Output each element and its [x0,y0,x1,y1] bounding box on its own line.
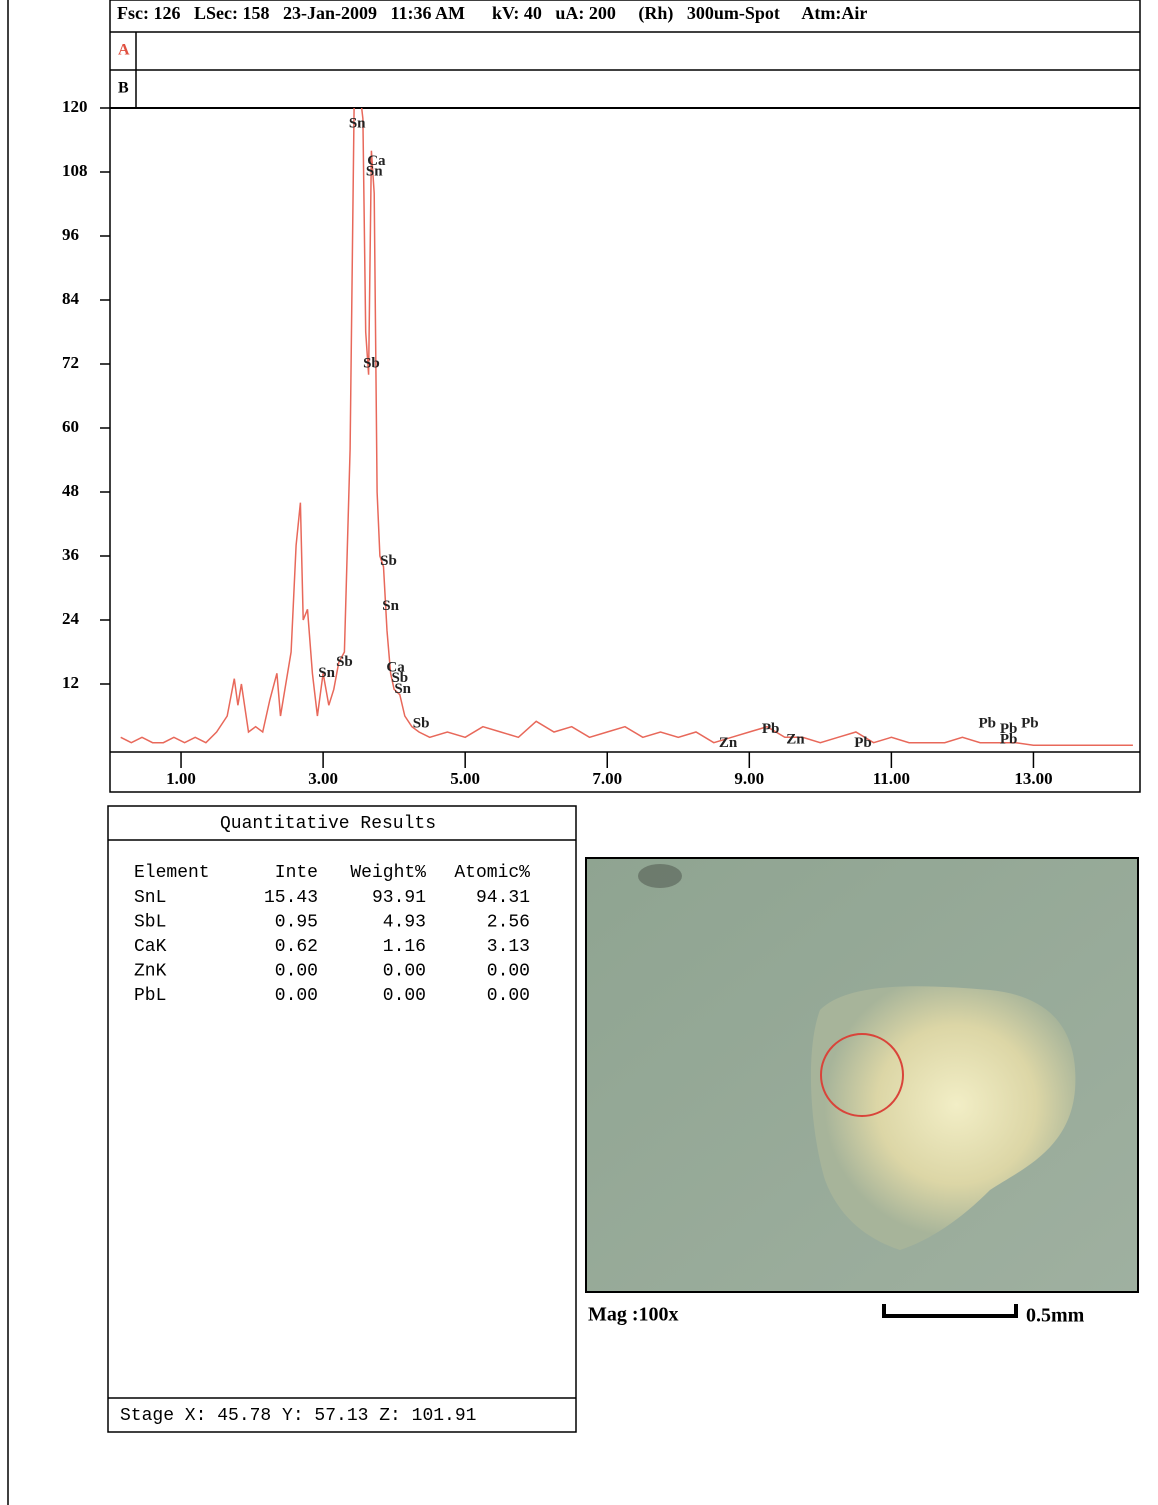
x-tick-label: 5.00 [450,769,480,788]
table-cell: 0.00 [383,961,426,981]
column-header: Weight% [350,863,426,883]
peak-label: Sn [382,598,399,614]
micrograph [586,858,1138,1292]
peak-label: Sn [366,163,383,179]
magnification: Mag :100x [588,1304,679,1326]
header-info: Fsc: 126 LSec: 158 23-Jan-2009 11:36 AM … [117,3,867,24]
x-tick-label: 11.00 [873,769,910,788]
y-tick-label: 24 [62,609,80,628]
table-cell: 3.13 [487,937,530,957]
table-cell: ZnK [134,961,167,981]
y-tick-label: 96 [62,225,79,244]
results-table: Element Inte Weight% Atomic% SnL 15.43 93.91 94… [134,863,530,1006]
x-tick-label: 1.00 [166,769,196,788]
report: Fsc: 126 LSec: 158 23-Jan-2009 11:36 AM … [0,0,1158,1505]
x-tick-label: 13.00 [1014,769,1052,788]
column-header: Inte [275,863,318,883]
peak-label: Sb [336,654,353,670]
table-cell: SnL [134,888,166,908]
peak-label: Sb [413,715,430,731]
row-label: A [118,42,130,59]
table-cell: 0.00 [487,961,530,981]
table-title: Quantitative Results [220,814,436,834]
peak-label: Sn [349,115,366,131]
y-tick-label: 36 [62,545,79,564]
spectrum: 12 24 36 48 60 72 84 96 108 120 1.00 3.00 5.00 7.00 9.… [62,81,1133,788]
x-tick-label: 7.00 [592,769,622,788]
peak-label: Pb [1000,731,1018,747]
table-cell: 0.00 [487,986,530,1006]
scale-bar [884,1304,1016,1316]
y-tick-label: 84 [62,289,80,308]
y-tick-label: 60 [62,417,79,436]
row-label: B [118,80,129,97]
table-cell: 2.56 [487,912,530,932]
table-cell: 0.95 [275,912,318,932]
table-cell: 0.62 [275,937,318,957]
y-tick-label: 120 [62,97,88,116]
x-tick-label: 9.00 [734,769,764,788]
y-tick-label: 48 [62,481,79,500]
stage-position: Stage X: 45.78 Y: 57.13 Z: 101.91 [120,1406,476,1426]
peak-label: Pb [762,721,780,737]
table-cell: 93.91 [372,888,426,908]
column-header: Atomic% [454,863,530,883]
peak-label: Pb [1021,715,1039,731]
peak-label: Sn [318,665,335,681]
table-cell: 0.00 [275,986,318,1006]
page: Fsc: 126 LSec: 158 23-Jan-2009 11:36 AM … [0,0,1158,1505]
table-cell: 0.00 [383,986,426,1006]
peak-label: Sb [380,553,397,569]
table-cell: SbL [134,912,166,932]
y-tick-label: 108 [62,161,88,180]
peak-label: Zn [719,735,738,751]
peak-label: Pb [854,735,872,751]
spectrum-line [121,81,1133,745]
micrograph-spot [638,864,682,888]
peak-label: Pb [979,715,997,731]
y-tick-label: 72 [62,353,79,372]
peak-label: Zn [786,731,805,747]
table-cell: 4.93 [383,912,426,932]
peak-label: Sb [363,355,380,371]
x-tick-label: 3.00 [308,769,338,788]
column-header: Element [134,863,210,883]
table-cell: 15.43 [264,888,318,908]
spectrum-frame [110,0,1140,792]
table-cell: 94.31 [476,888,530,908]
table-cell: 0.00 [275,961,318,981]
table-cell: CaK [134,937,167,957]
peak-label: Sn [394,681,411,697]
table-cell: 1.16 [383,937,426,957]
scale-label: 0.5mm [1026,1305,1085,1327]
table-cell: PbL [134,986,166,1006]
y-tick-label: 12 [62,673,79,692]
